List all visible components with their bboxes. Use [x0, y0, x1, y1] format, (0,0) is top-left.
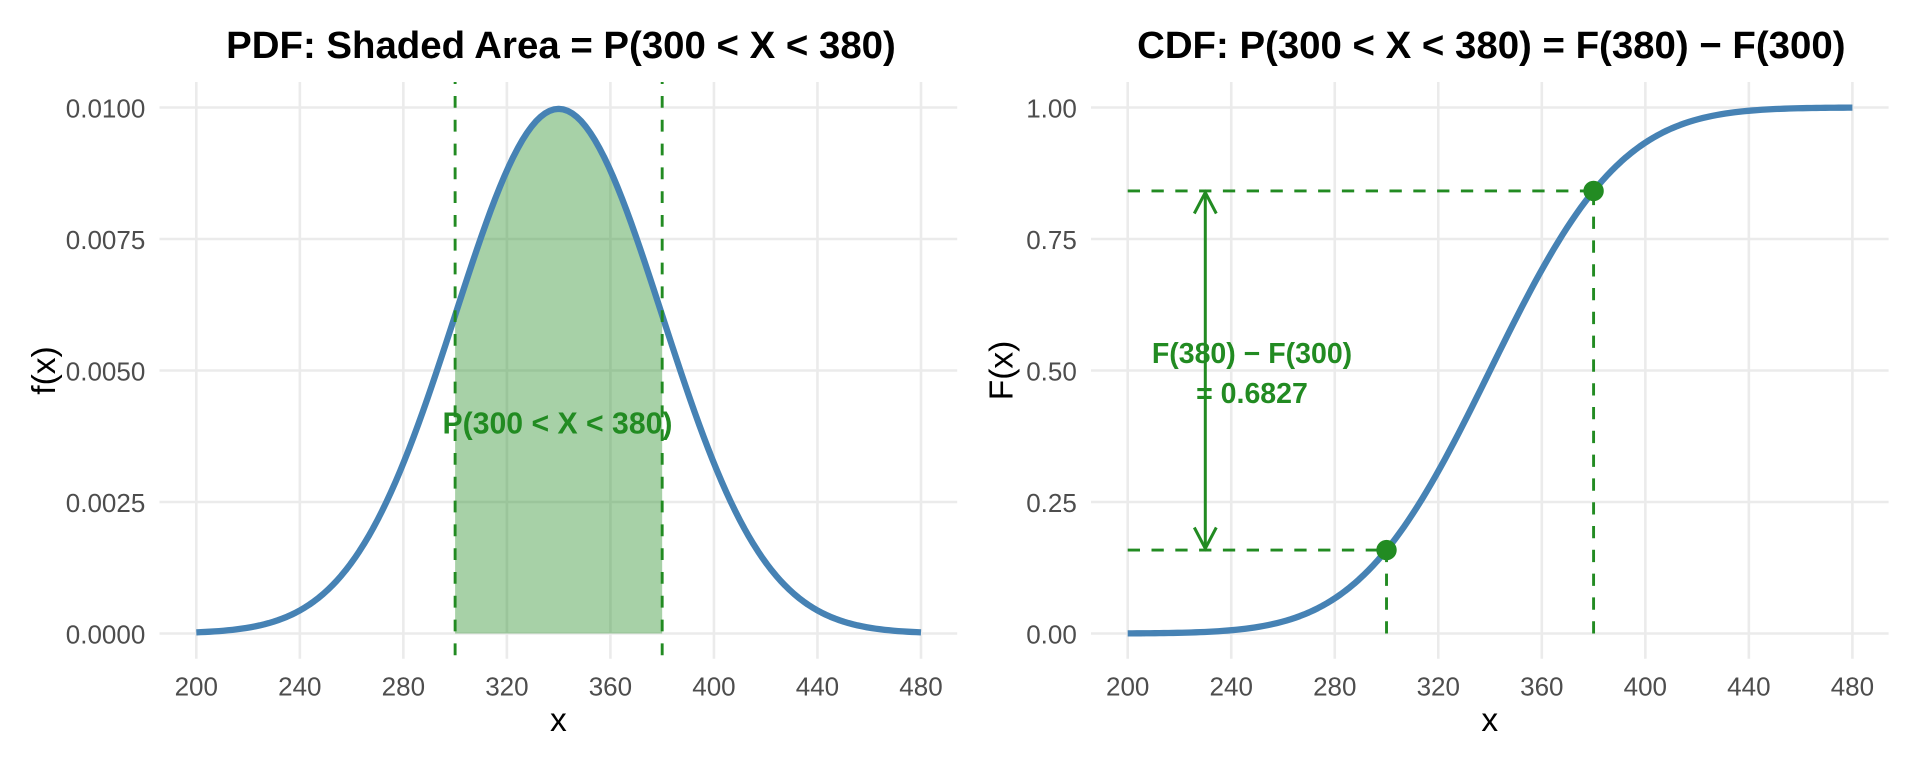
svg-text:x: x	[1481, 702, 1498, 739]
svg-text:P(300 < X < 380): P(300 < X < 380)	[443, 408, 673, 441]
svg-text:0.25: 0.25	[1026, 488, 1077, 518]
svg-text:360: 360	[1520, 672, 1563, 702]
svg-text:480: 480	[1831, 672, 1874, 702]
svg-text:0.0075: 0.0075	[66, 225, 146, 255]
svg-text:400: 400	[1624, 672, 1667, 702]
svg-text:0.0050: 0.0050	[66, 357, 146, 387]
svg-text:1.00: 1.00	[1026, 94, 1077, 124]
svg-text:240: 240	[278, 672, 321, 702]
svg-text:x: x	[550, 702, 567, 739]
svg-text:0.0000: 0.0000	[66, 620, 146, 650]
svg-text:0.0025: 0.0025	[66, 488, 146, 518]
svg-text:PDF: Shaded Area = P(300 < X <: PDF: Shaded Area = P(300 < X < 380)	[226, 24, 896, 67]
svg-text:280: 280	[1313, 672, 1356, 702]
svg-text:200: 200	[175, 672, 218, 702]
svg-text:0.00: 0.00	[1026, 620, 1077, 650]
svg-text:0.75: 0.75	[1026, 225, 1077, 255]
svg-text:400: 400	[692, 672, 735, 702]
svg-text:f(x): f(x)	[26, 346, 63, 394]
svg-text:360: 360	[589, 672, 632, 702]
svg-text:CDF: P(300 < X < 380) = F(380): CDF: P(300 < X < 380) = F(380) − F(300)	[1137, 24, 1845, 67]
svg-text:320: 320	[1417, 672, 1460, 702]
svg-text:280: 280	[382, 672, 425, 702]
svg-text:F(x): F(x)	[984, 341, 1021, 401]
svg-text:240: 240	[1210, 672, 1253, 702]
svg-text:0.50: 0.50	[1026, 357, 1077, 387]
svg-text:440: 440	[1727, 672, 1770, 702]
svg-text:0.0100: 0.0100	[66, 94, 146, 124]
svg-text:F(380) − F(300): F(380) − F(300)	[1152, 338, 1352, 370]
svg-text:= 0.6827: = 0.6827	[1196, 378, 1308, 410]
svg-text:440: 440	[796, 672, 839, 702]
svg-text:480: 480	[899, 672, 942, 702]
svg-text:200: 200	[1106, 672, 1149, 702]
svg-text:320: 320	[485, 672, 528, 702]
